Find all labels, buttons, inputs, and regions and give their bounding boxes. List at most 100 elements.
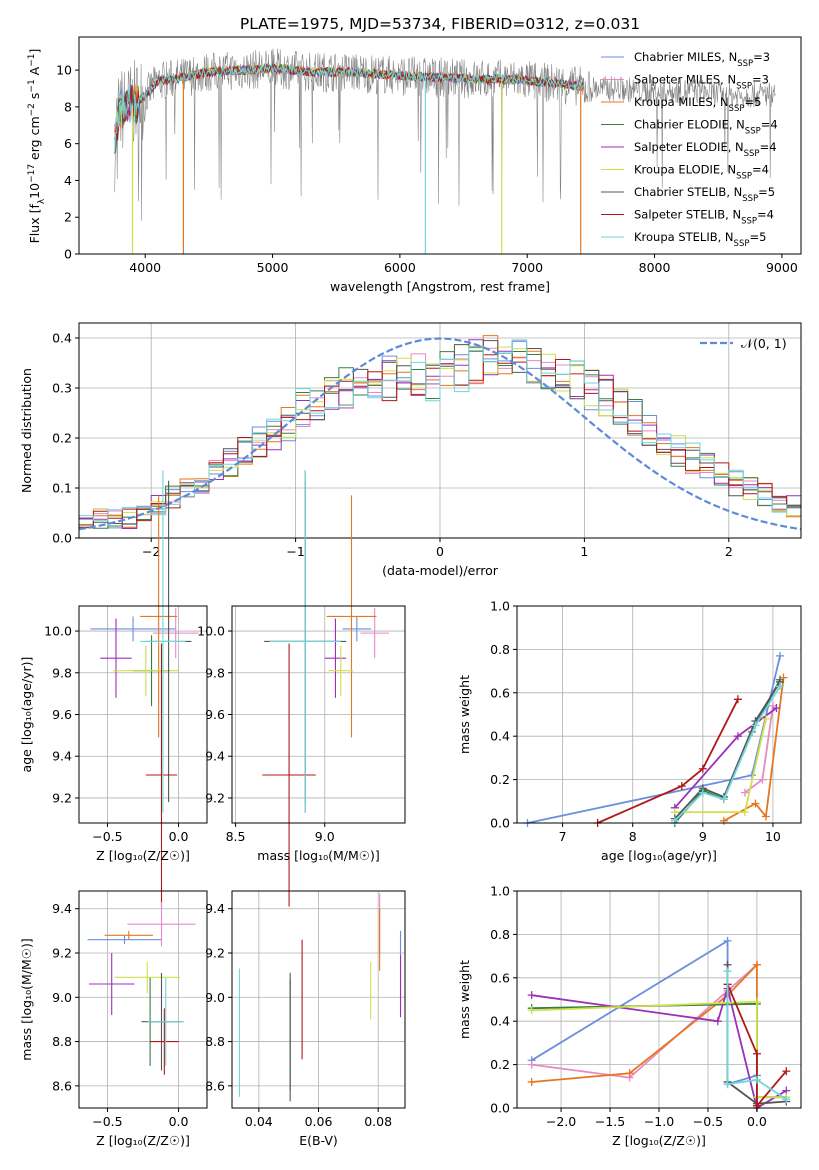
legend-label-text: Chabrier STELIB, N (634, 185, 742, 199)
weight-marker (677, 782, 686, 791)
legend-label-text: Chabrier ELODIE, N (634, 118, 745, 132)
weight-marker (527, 1060, 536, 1069)
y-tick-label: 2 (64, 210, 72, 225)
weight-marker (719, 795, 728, 804)
y-tick-label: 0.4 (490, 1014, 510, 1029)
y-axis-label: age [log₁₀(age/yr)] (19, 657, 34, 773)
y-axis-label-part: ] (27, 49, 42, 54)
weight-marker (752, 960, 761, 969)
y-axis-label-part: Flux [f (27, 204, 42, 244)
y-axis-label: mass weight (457, 960, 472, 1039)
legend-label-value: =5 (749, 230, 766, 244)
x-tick-label: 4000 (129, 260, 161, 275)
y-tick-label: 8.6 (205, 1078, 225, 1093)
legend-label-value: =5 (744, 95, 761, 109)
legend-label-text: Salpeter MILES, N (634, 73, 736, 87)
y-tick-label: 9.2 (205, 946, 225, 961)
y-axis-label-part: −1 (27, 79, 37, 92)
weight-marker (758, 775, 767, 784)
y-axis-label-part: A (27, 66, 42, 79)
y-tick-label: 9.4 (205, 901, 225, 916)
weight-marker (733, 695, 742, 704)
y-axis-label-part: −1 (27, 54, 37, 67)
axes-frame (78, 890, 208, 1109)
legend-label-sub: SSP (741, 217, 757, 227)
x-tick-label: 0.0 (169, 829, 189, 844)
y-tick-label: 9.2 (52, 790, 72, 805)
legend-label-text: Salpeter STELIB, N (634, 208, 741, 222)
weight-line (723, 677, 785, 822)
legend-label: Salpeter ELODIE, NSSP=4 (634, 140, 777, 159)
model-spectrum (114, 62, 584, 150)
y-axis-label-part: λ (37, 198, 47, 204)
y-tick-label: 0.2 (490, 772, 510, 787)
y-axis-label: mass [log₁₀(M/M☉)] (19, 938, 34, 1060)
weight-marker (775, 682, 784, 691)
y-tick-label: 9.4 (205, 749, 225, 764)
y-tick-label: 9.6 (205, 707, 225, 722)
x-tick-label: −1.5 (595, 1114, 625, 1129)
x-tick-label: 10 (765, 829, 781, 844)
y-tick-label: 9.2 (205, 790, 225, 805)
y-tick-label: 0.0 (52, 531, 72, 546)
age-vs-metallicity-panel: −0.5 0.0 9.2 9.4 9.6 9.8 10.0 Z [log₁₀(Z/Z☉)] ag… (19, 470, 208, 907)
mass-vs-metallicity-panel: −0.5 0.0 8.6 8.8 9.0 9.2 9.4 Z [log₁₀(Z/Z☉)] mas… (19, 890, 208, 1148)
y-tick-label: 9.0 (52, 990, 72, 1005)
weight-line (531, 1000, 787, 1099)
legend-label-sub: SSP (736, 82, 752, 92)
x-tick-label: −2.0 (546, 1114, 576, 1129)
x-axis-label: (data-model)/error (382, 563, 499, 578)
weight-marker (527, 1077, 536, 1086)
weight-marker (782, 1067, 791, 1076)
legend-label-value: =4 (761, 118, 778, 132)
weight-vs-age-panel: 7 8 9 10 0.0 0.2 0.4 0.6 0.8 1.0 age [log₁₀(age/yr… (457, 599, 802, 863)
legend-label-value: =4 (752, 163, 769, 177)
x-tick-label: −0.5 (693, 1114, 723, 1129)
y-tick-label: 0.4 (52, 331, 72, 346)
x-axis-label: Z [log₁₀(Z/Z☉)] (96, 848, 190, 863)
y-tick-label: 10 (56, 63, 72, 78)
legend-label: Chabrier MILES, NSSP=3 (634, 50, 770, 69)
y-tick-label: 8.6 (52, 1078, 72, 1093)
legend-label: Kroupa ELODIE, NSSP=4 (634, 163, 769, 182)
weight-marker (752, 1075, 761, 1084)
y-axis-label-part: −17 (27, 164, 37, 183)
y-axis-label-part: erg cm (27, 116, 42, 164)
legend-label: Salpeter STELIB, NSSP=4 (634, 208, 774, 227)
legend-label-value: =4 (757, 208, 774, 222)
legend-label: 𝒩(0, 1) (741, 336, 787, 351)
y-tick-label: 0.1 (52, 481, 72, 496)
y-tick-label: 9.0 (205, 990, 225, 1005)
mass-vs-extinction-panel: 0.04 0.06 0.08 8.6 8.8 9.0 9.2 9.4 E(B-V) (205, 890, 406, 1148)
y-axis-label: Flux [fλ10−17 erg cm−2 s−1 A−1] (27, 49, 47, 244)
y-tick-label: 0.8 (490, 642, 510, 657)
x-tick-label: 0.06 (305, 1114, 333, 1129)
weight-marker (719, 816, 728, 825)
x-tick-label: 8 (629, 829, 637, 844)
legend-label: Chabrier STELIB, NSSP=5 (634, 185, 775, 204)
weight-marker (723, 967, 732, 976)
axes-frame (516, 605, 802, 824)
y-tick-label: 0.3 (52, 381, 72, 396)
y-tick-label: 4 (64, 173, 72, 188)
weight-marker (761, 714, 770, 723)
legend-label: Salpeter MILES, NSSP=3 (634, 73, 769, 92)
x-tick-label: 0 (436, 544, 444, 559)
x-tick-label: 0.04 (245, 1114, 273, 1129)
y-tick-label: 9.8 (52, 665, 72, 680)
y-tick-label: 9.6 (52, 707, 72, 722)
y-axis-label: Normed distribution (19, 368, 34, 493)
y-tick-label: 0.6 (490, 970, 510, 985)
legend-label-text: Chabrier MILES, N (634, 50, 737, 64)
x-tick-label: 9 (699, 829, 707, 844)
weight-marker (698, 764, 707, 773)
y-axis-label-part: s (27, 93, 42, 104)
x-axis-label: Z [log₁₀(Z/Z☉)] (96, 1133, 190, 1148)
x-tick-label: −2 (142, 544, 160, 559)
legend-label-sub: SSP (734, 239, 750, 249)
legend-label-value: =3 (753, 50, 770, 64)
x-tick-label: −0.5 (92, 829, 122, 844)
weight-marker (751, 799, 760, 808)
